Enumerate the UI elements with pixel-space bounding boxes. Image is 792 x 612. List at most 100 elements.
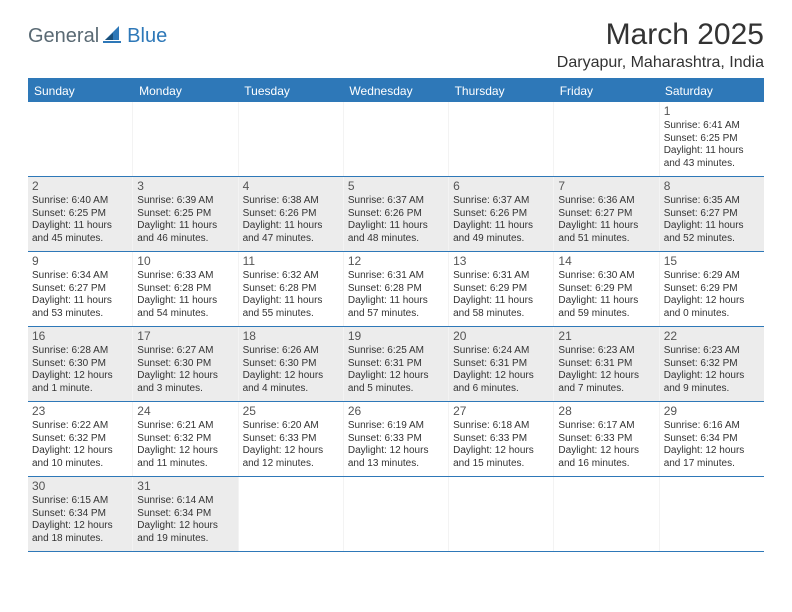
daylight-text: Daylight: 11 hours and 57 minutes. xyxy=(348,295,444,320)
sunrise-text: Sunrise: 6:30 AM xyxy=(558,270,654,283)
day-cell: 5Sunrise: 6:37 AMSunset: 6:26 PMDaylight… xyxy=(344,177,449,251)
day-cell xyxy=(344,102,449,176)
sunset-text: Sunset: 6:27 PM xyxy=(32,283,128,296)
daylight-text: Daylight: 12 hours and 9 minutes. xyxy=(664,370,760,395)
daylight-text: Daylight: 11 hours and 49 minutes. xyxy=(453,220,549,245)
sunrise-text: Sunrise: 6:34 AM xyxy=(32,270,128,283)
day-number: 19 xyxy=(348,329,444,344)
day-header: Saturday xyxy=(659,80,764,102)
week-row: 2Sunrise: 6:40 AMSunset: 6:25 PMDaylight… xyxy=(28,177,764,252)
day-header: Thursday xyxy=(449,80,554,102)
daylight-text: Daylight: 12 hours and 18 minutes. xyxy=(32,520,128,545)
day-number: 12 xyxy=(348,254,444,269)
day-cell: 1Sunrise: 6:41 AMSunset: 6:25 PMDaylight… xyxy=(660,102,764,176)
sunrise-text: Sunrise: 6:40 AM xyxy=(32,195,128,208)
daylight-text: Daylight: 11 hours and 51 minutes. xyxy=(558,220,654,245)
daylight-text: Daylight: 11 hours and 53 minutes. xyxy=(32,295,128,320)
sunset-text: Sunset: 6:30 PM xyxy=(243,358,339,371)
day-number: 22 xyxy=(664,329,760,344)
sunrise-text: Sunrise: 6:39 AM xyxy=(137,195,233,208)
logo-text-general: General xyxy=(28,25,99,48)
daylight-text: Daylight: 11 hours and 58 minutes. xyxy=(453,295,549,320)
daylight-text: Daylight: 11 hours and 48 minutes. xyxy=(348,220,444,245)
day-cell: 14Sunrise: 6:30 AMSunset: 6:29 PMDayligh… xyxy=(554,252,659,326)
sunrise-text: Sunrise: 6:28 AM xyxy=(32,345,128,358)
day-cell: 8Sunrise: 6:35 AMSunset: 6:27 PMDaylight… xyxy=(660,177,764,251)
day-number: 30 xyxy=(32,479,128,494)
sunset-text: Sunset: 6:32 PM xyxy=(32,433,128,446)
daylight-text: Daylight: 12 hours and 3 minutes. xyxy=(137,370,233,395)
sunset-text: Sunset: 6:28 PM xyxy=(243,283,339,296)
sunrise-text: Sunrise: 6:22 AM xyxy=(32,420,128,433)
daylight-text: Daylight: 11 hours and 55 minutes. xyxy=(243,295,339,320)
day-cell: 18Sunrise: 6:26 AMSunset: 6:30 PMDayligh… xyxy=(239,327,344,401)
day-number: 14 xyxy=(558,254,654,269)
sunset-text: Sunset: 6:26 PM xyxy=(453,208,549,221)
day-cell xyxy=(133,102,238,176)
day-cell xyxy=(239,477,344,551)
daylight-text: Daylight: 12 hours and 1 minute. xyxy=(32,370,128,395)
day-cell xyxy=(449,477,554,551)
sunrise-text: Sunrise: 6:41 AM xyxy=(664,120,760,133)
day-cell: 2Sunrise: 6:40 AMSunset: 6:25 PMDaylight… xyxy=(28,177,133,251)
sunrise-text: Sunrise: 6:21 AM xyxy=(137,420,233,433)
sunrise-text: Sunrise: 6:20 AM xyxy=(243,420,339,433)
day-number: 21 xyxy=(558,329,654,344)
sunrise-text: Sunrise: 6:36 AM xyxy=(558,195,654,208)
day-header-row: SundayMondayTuesdayWednesdayThursdayFrid… xyxy=(28,80,764,102)
day-cell: 23Sunrise: 6:22 AMSunset: 6:32 PMDayligh… xyxy=(28,402,133,476)
sunset-text: Sunset: 6:28 PM xyxy=(348,283,444,296)
daylight-text: Daylight: 12 hours and 10 minutes. xyxy=(32,445,128,470)
day-number: 29 xyxy=(664,404,760,419)
day-cell: 21Sunrise: 6:23 AMSunset: 6:31 PMDayligh… xyxy=(554,327,659,401)
sunset-text: Sunset: 6:34 PM xyxy=(664,433,760,446)
day-number: 20 xyxy=(453,329,549,344)
day-cell: 26Sunrise: 6:19 AMSunset: 6:33 PMDayligh… xyxy=(344,402,449,476)
header: General Blue March 2025 Daryapur, Mahara… xyxy=(28,18,764,72)
day-cell: 29Sunrise: 6:16 AMSunset: 6:34 PMDayligh… xyxy=(660,402,764,476)
day-number: 9 xyxy=(32,254,128,269)
day-number: 23 xyxy=(32,404,128,419)
week-row: 1Sunrise: 6:41 AMSunset: 6:25 PMDaylight… xyxy=(28,102,764,177)
daylight-text: Daylight: 12 hours and 17 minutes. xyxy=(664,445,760,470)
day-cell: 25Sunrise: 6:20 AMSunset: 6:33 PMDayligh… xyxy=(239,402,344,476)
title-block: March 2025 Daryapur, Maharashtra, India xyxy=(557,18,764,72)
sunset-text: Sunset: 6:31 PM xyxy=(453,358,549,371)
day-number: 28 xyxy=(558,404,654,419)
day-cell xyxy=(449,102,554,176)
day-number: 31 xyxy=(137,479,233,494)
day-number: 13 xyxy=(453,254,549,269)
sunset-text: Sunset: 6:26 PM xyxy=(348,208,444,221)
day-number: 16 xyxy=(32,329,128,344)
sunrise-text: Sunrise: 6:31 AM xyxy=(453,270,549,283)
day-header: Tuesday xyxy=(238,80,343,102)
day-cell xyxy=(554,102,659,176)
sunrise-text: Sunrise: 6:37 AM xyxy=(453,195,549,208)
day-cell xyxy=(239,102,344,176)
sunset-text: Sunset: 6:31 PM xyxy=(558,358,654,371)
day-header: Friday xyxy=(554,80,659,102)
weeks-container: 1Sunrise: 6:41 AMSunset: 6:25 PMDaylight… xyxy=(28,102,764,552)
day-number: 15 xyxy=(664,254,760,269)
sunrise-text: Sunrise: 6:23 AM xyxy=(664,345,760,358)
day-cell xyxy=(344,477,449,551)
sunrise-text: Sunrise: 6:26 AM xyxy=(243,345,339,358)
day-cell: 22Sunrise: 6:23 AMSunset: 6:32 PMDayligh… xyxy=(660,327,764,401)
daylight-text: Daylight: 12 hours and 13 minutes. xyxy=(348,445,444,470)
day-number: 8 xyxy=(664,179,760,194)
day-number: 10 xyxy=(137,254,233,269)
daylight-text: Daylight: 11 hours and 43 minutes. xyxy=(664,145,760,170)
day-cell: 12Sunrise: 6:31 AMSunset: 6:28 PMDayligh… xyxy=(344,252,449,326)
location-text: Daryapur, Maharashtra, India xyxy=(557,54,764,72)
day-number: 17 xyxy=(137,329,233,344)
sunset-text: Sunset: 6:29 PM xyxy=(558,283,654,296)
week-row: 23Sunrise: 6:22 AMSunset: 6:32 PMDayligh… xyxy=(28,402,764,477)
day-cell: 11Sunrise: 6:32 AMSunset: 6:28 PMDayligh… xyxy=(239,252,344,326)
day-cell: 16Sunrise: 6:28 AMSunset: 6:30 PMDayligh… xyxy=(28,327,133,401)
sunset-text: Sunset: 6:32 PM xyxy=(664,358,760,371)
logo-text-blue: Blue xyxy=(127,25,167,48)
sunrise-text: Sunrise: 6:23 AM xyxy=(558,345,654,358)
day-cell xyxy=(660,477,764,551)
daylight-text: Daylight: 12 hours and 16 minutes. xyxy=(558,445,654,470)
day-cell: 4Sunrise: 6:38 AMSunset: 6:26 PMDaylight… xyxy=(239,177,344,251)
